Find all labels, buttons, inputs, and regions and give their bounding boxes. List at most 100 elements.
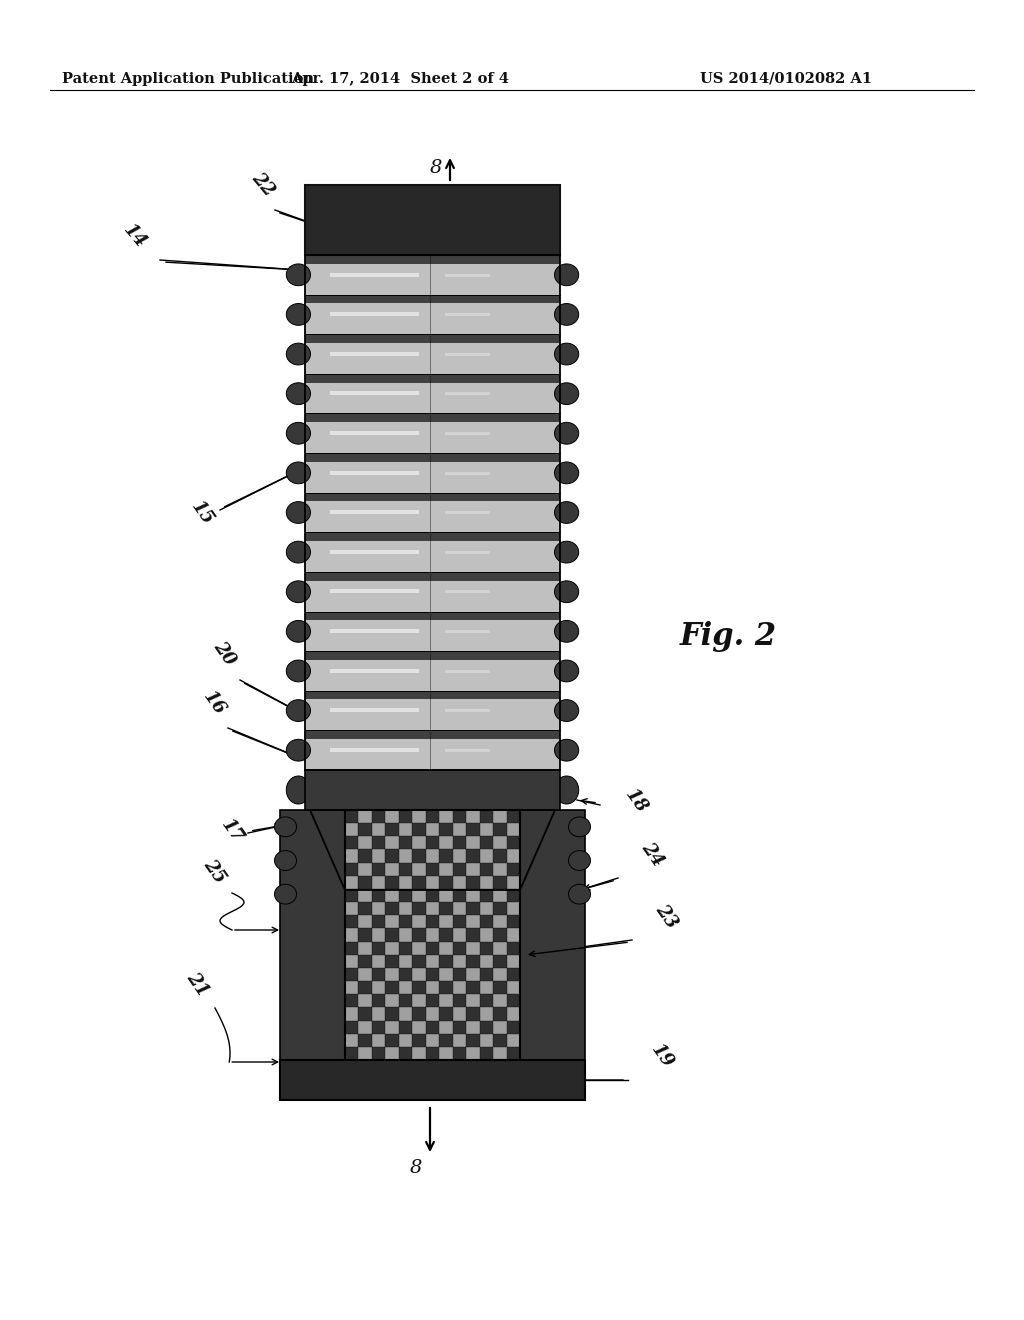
Bar bbox=[479, 810, 494, 824]
Ellipse shape bbox=[568, 884, 591, 904]
Text: 19: 19 bbox=[648, 1041, 677, 1072]
Bar bbox=[494, 928, 507, 941]
Bar bbox=[358, 850, 372, 863]
Bar bbox=[413, 968, 426, 981]
Bar bbox=[507, 875, 520, 888]
Bar bbox=[466, 824, 479, 837]
Bar bbox=[426, 1020, 439, 1034]
Bar bbox=[466, 981, 479, 994]
Bar bbox=[345, 875, 358, 888]
Bar bbox=[494, 875, 507, 888]
Bar bbox=[445, 590, 489, 594]
Bar bbox=[426, 850, 439, 863]
Bar bbox=[372, 1007, 385, 1020]
Bar bbox=[358, 1020, 372, 1034]
Bar bbox=[358, 810, 372, 824]
Bar bbox=[372, 915, 385, 928]
Bar bbox=[398, 968, 413, 981]
Bar bbox=[439, 994, 453, 1007]
Bar bbox=[445, 550, 489, 554]
Bar bbox=[426, 810, 439, 824]
Bar bbox=[466, 837, 479, 850]
Bar bbox=[445, 432, 489, 436]
Bar bbox=[445, 313, 489, 317]
Bar bbox=[507, 837, 520, 850]
Bar bbox=[494, 954, 507, 968]
Bar bbox=[426, 837, 439, 850]
Bar bbox=[507, 981, 520, 994]
Text: Patent Application Publication: Patent Application Publication bbox=[62, 73, 314, 86]
Bar bbox=[305, 453, 560, 462]
Bar bbox=[453, 1020, 466, 1034]
Ellipse shape bbox=[287, 776, 310, 804]
Bar bbox=[372, 968, 385, 981]
Bar bbox=[305, 572, 560, 581]
Ellipse shape bbox=[555, 383, 579, 404]
Bar bbox=[305, 462, 560, 492]
Bar bbox=[453, 968, 466, 981]
Bar bbox=[398, 928, 413, 941]
Bar bbox=[426, 875, 439, 888]
Bar bbox=[330, 709, 419, 713]
Bar bbox=[453, 928, 466, 941]
Bar bbox=[426, 915, 439, 928]
Bar bbox=[358, 954, 372, 968]
Ellipse shape bbox=[287, 660, 310, 682]
Bar bbox=[358, 824, 372, 837]
Bar bbox=[479, 824, 494, 837]
Bar bbox=[398, 1034, 413, 1047]
Ellipse shape bbox=[555, 739, 579, 762]
Bar bbox=[305, 255, 560, 770]
Bar bbox=[439, 1007, 453, 1020]
Bar bbox=[507, 915, 520, 928]
Bar bbox=[372, 1047, 385, 1060]
Bar bbox=[345, 863, 358, 875]
Bar bbox=[305, 294, 560, 304]
Bar bbox=[385, 915, 398, 928]
Bar bbox=[358, 902, 372, 915]
Bar bbox=[466, 968, 479, 981]
Bar bbox=[445, 630, 489, 634]
Bar bbox=[305, 620, 560, 651]
Bar bbox=[398, 875, 413, 888]
Bar bbox=[398, 981, 413, 994]
Bar bbox=[385, 1007, 398, 1020]
Text: 15: 15 bbox=[188, 498, 217, 529]
Bar bbox=[345, 837, 358, 850]
Bar bbox=[305, 255, 560, 264]
Bar bbox=[372, 1034, 385, 1047]
Bar bbox=[426, 1007, 439, 1020]
Bar bbox=[398, 837, 413, 850]
Bar bbox=[439, 968, 453, 981]
Bar bbox=[372, 928, 385, 941]
Bar bbox=[305, 383, 560, 413]
Bar bbox=[494, 968, 507, 981]
Bar bbox=[466, 902, 479, 915]
Bar bbox=[385, 850, 398, 863]
Text: Apr. 17, 2014  Sheet 2 of 4: Apr. 17, 2014 Sheet 2 of 4 bbox=[291, 73, 509, 86]
Bar bbox=[466, 810, 479, 824]
Text: 8: 8 bbox=[430, 158, 442, 177]
Bar bbox=[413, 810, 426, 824]
Bar bbox=[453, 850, 466, 863]
Bar bbox=[426, 994, 439, 1007]
Bar bbox=[479, 915, 494, 928]
Bar bbox=[445, 352, 489, 356]
Bar bbox=[494, 1047, 507, 1060]
Text: 23: 23 bbox=[652, 902, 681, 932]
Bar bbox=[358, 1007, 372, 1020]
Bar bbox=[413, 1034, 426, 1047]
Bar bbox=[358, 875, 372, 888]
Bar bbox=[445, 392, 489, 396]
Bar bbox=[439, 954, 453, 968]
Bar bbox=[426, 1034, 439, 1047]
Bar bbox=[466, 928, 479, 941]
Bar bbox=[385, 824, 398, 837]
Bar bbox=[372, 902, 385, 915]
Bar bbox=[345, 941, 358, 954]
Bar bbox=[494, 902, 507, 915]
Ellipse shape bbox=[555, 502, 579, 524]
Bar bbox=[358, 928, 372, 941]
Bar bbox=[494, 824, 507, 837]
Ellipse shape bbox=[555, 422, 579, 444]
